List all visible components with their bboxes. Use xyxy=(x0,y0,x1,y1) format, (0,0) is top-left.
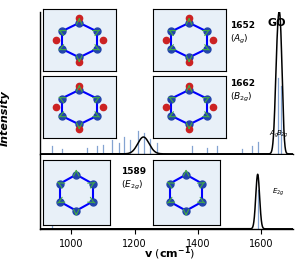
Text: Intensity: Intensity xyxy=(0,90,9,146)
Text: Graphene: Graphene xyxy=(45,161,91,170)
Text: $A_g$: $A_g$ xyxy=(269,128,279,140)
Text: 1662: 1662 xyxy=(230,79,255,88)
Text: 1589: 1589 xyxy=(121,167,146,176)
Text: $(A_g)$: $(A_g)$ xyxy=(230,33,249,46)
Text: 1652: 1652 xyxy=(230,21,255,30)
Text: $\mathbf{v}\ (\mathbf{cm^{-1}})$: $\mathbf{v}\ (\mathbf{cm^{-1}})$ xyxy=(144,244,195,262)
Text: $(B_{2g})$: $(B_{2g})$ xyxy=(230,91,253,104)
Text: GO: GO xyxy=(268,18,286,28)
Text: $(E_{2g})$: $(E_{2g})$ xyxy=(121,179,144,192)
Text: $E_{2g}$: $E_{2g}$ xyxy=(272,186,284,198)
Text: $B_{2g}$: $B_{2g}$ xyxy=(275,128,288,140)
